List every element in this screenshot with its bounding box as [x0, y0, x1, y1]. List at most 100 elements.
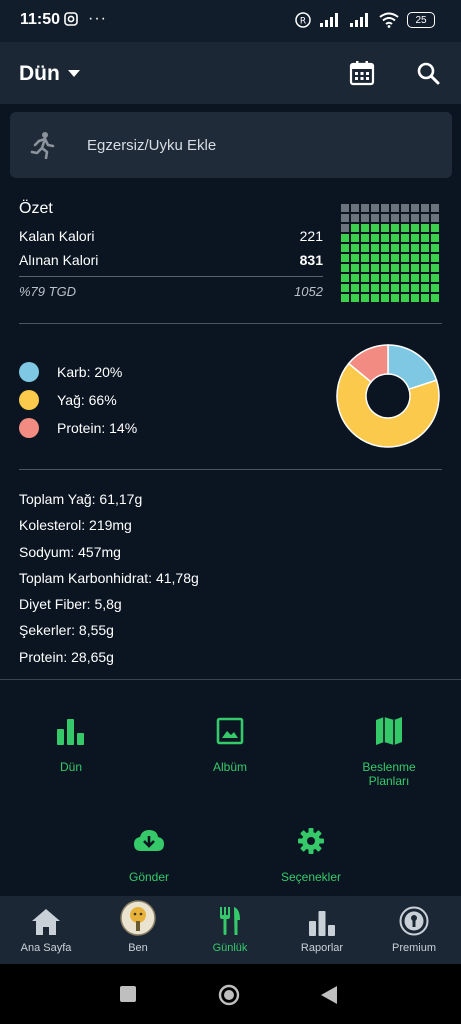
album-button[interactable]: Albüm	[170, 714, 290, 774]
grid-cell-filled	[341, 254, 349, 262]
home-button-icon[interactable]	[218, 984, 240, 1006]
calendar-icon	[349, 61, 375, 86]
grid-cell-filled	[351, 244, 359, 252]
grid-cell-filled	[411, 264, 419, 272]
grid-cell-filled	[371, 224, 379, 232]
nav-diary[interactable]: Günlük	[184, 896, 276, 964]
grid-cell-filled	[371, 294, 379, 302]
registered-icon: R	[295, 12, 311, 28]
legend-item-fat: Yağ: 66%	[19, 386, 137, 414]
consumed-calories-label: Alınan Kalori	[19, 252, 99, 268]
grid-cell-filled	[391, 274, 399, 282]
grid-cell-filled	[361, 254, 369, 262]
grid-cell-filled	[431, 234, 439, 242]
grid-cell-filled	[421, 224, 429, 232]
status-time: 11:50	[20, 11, 61, 28]
grid-cell-filled	[421, 254, 429, 262]
grid-cell-filled	[371, 244, 379, 252]
signal-icon-2	[350, 13, 368, 27]
grid-cell-filled	[411, 274, 419, 282]
protein-color-dot	[19, 418, 39, 438]
calorie-grid	[341, 204, 439, 302]
nutrient-cholesterol: Kolesterol: 219mg	[19, 517, 132, 534]
grid-cell-filled	[351, 254, 359, 262]
grid-cell-filled	[401, 224, 409, 232]
grid-cell-filled	[361, 294, 369, 302]
macro-donut-chart	[336, 344, 440, 448]
grid-cell-filled	[351, 264, 359, 272]
grid-cell-filled	[391, 234, 399, 242]
app-bar: Dün	[0, 42, 461, 104]
grid-cell-filled	[351, 294, 359, 302]
grid-cell-filled	[421, 274, 429, 282]
add-exercise-sleep-card[interactable]: Egzersiz/Uyku Ekle	[10, 112, 452, 178]
grid-cell-empty	[381, 214, 389, 222]
grid-cell-filled	[391, 254, 399, 262]
map-icon	[376, 717, 402, 745]
nav-diary-label: Günlük	[212, 942, 248, 954]
summary-section: Özet Kalan Kalori 221 Alınan Kalori 831 …	[19, 200, 323, 303]
system-navigation-bar	[0, 964, 461, 1024]
grid-cell-empty	[431, 204, 439, 212]
grid-cell-empty	[401, 214, 409, 222]
bar-chart-icon	[57, 719, 84, 745]
nav-reports[interactable]: Raporlar	[276, 896, 368, 964]
nutrition-plans-label: Beslenme Planları	[362, 760, 416, 788]
nutrient-total-carbs: Toplam Karbonhidrat: 41,78g	[19, 569, 199, 586]
divider	[19, 323, 442, 324]
grid-cell-empty	[401, 204, 409, 212]
search-button[interactable]	[413, 58, 443, 88]
running-icon	[30, 132, 55, 159]
grid-cell-filled	[341, 284, 349, 292]
calendar-button[interactable]	[347, 58, 377, 88]
grid-cell-filled	[381, 284, 389, 292]
date-selector-label[interactable]: Dün	[19, 62, 60, 85]
grid-cell-filled	[341, 274, 349, 282]
grid-cell-filled	[391, 284, 399, 292]
grid-cell-filled	[421, 294, 429, 302]
bar-chart-icon	[309, 911, 335, 936]
divider	[19, 469, 442, 470]
nav-me[interactable]: Ben	[92, 896, 184, 964]
bottom-navigation: Ana Sayfa Ben Günlük Raporlar Premium	[0, 896, 461, 964]
grid-cell-filled	[401, 284, 409, 292]
grid-cell-filled	[411, 254, 419, 262]
grid-cell-filled	[431, 244, 439, 252]
nutrient-list: Toplam Yağ: 61,17g Kolesterol: 219mg Sod…	[19, 486, 199, 670]
summary-title: Özet	[19, 200, 53, 217]
back-icon[interactable]	[320, 985, 338, 1005]
grid-cell-empty	[421, 214, 429, 222]
chevron-down-icon[interactable]	[68, 70, 80, 77]
grid-cell-filled	[371, 254, 379, 262]
nav-premium[interactable]: Premium	[368, 896, 460, 964]
grid-cell-filled	[421, 234, 429, 242]
grid-cell-empty	[351, 214, 359, 222]
grid-cell-empty	[391, 204, 399, 212]
avatar	[120, 900, 156, 936]
grid-cell-filled	[371, 274, 379, 282]
grid-cell-empty	[341, 224, 349, 232]
grid-cell-filled	[351, 224, 359, 232]
album-label: Albüm	[212, 760, 247, 774]
grid-cell-filled	[431, 264, 439, 272]
nav-home[interactable]: Ana Sayfa	[0, 896, 92, 964]
grid-cell-filled	[381, 224, 389, 232]
yesterday-report-button[interactable]: Dün	[11, 714, 131, 774]
grid-cell-filled	[431, 224, 439, 232]
remaining-calories-value: 221	[299, 228, 323, 244]
grid-cell-filled	[431, 284, 439, 292]
more-notifications-icon: ···	[88, 10, 107, 27]
options-button[interactable]: Seçenekler	[251, 824, 371, 884]
send-button[interactable]: Gönder	[89, 824, 209, 884]
grid-cell-filled	[361, 244, 369, 252]
grid-cell-empty	[351, 204, 359, 212]
grid-cell-empty	[371, 204, 379, 212]
remaining-calories-row: Kalan Kalori 221	[19, 224, 323, 248]
grid-cell-filled	[421, 284, 429, 292]
add-exercise-sleep-label: Egzersiz/Uyku Ekle	[87, 137, 217, 154]
consumed-calories-row: Alınan Kalori 831	[19, 248, 323, 272]
grid-cell-filled	[351, 234, 359, 242]
svg-text:R: R	[300, 17, 306, 27]
recent-apps-icon[interactable]	[120, 986, 136, 1002]
nutrition-plans-button[interactable]: Beslenme Planları	[329, 714, 449, 788]
